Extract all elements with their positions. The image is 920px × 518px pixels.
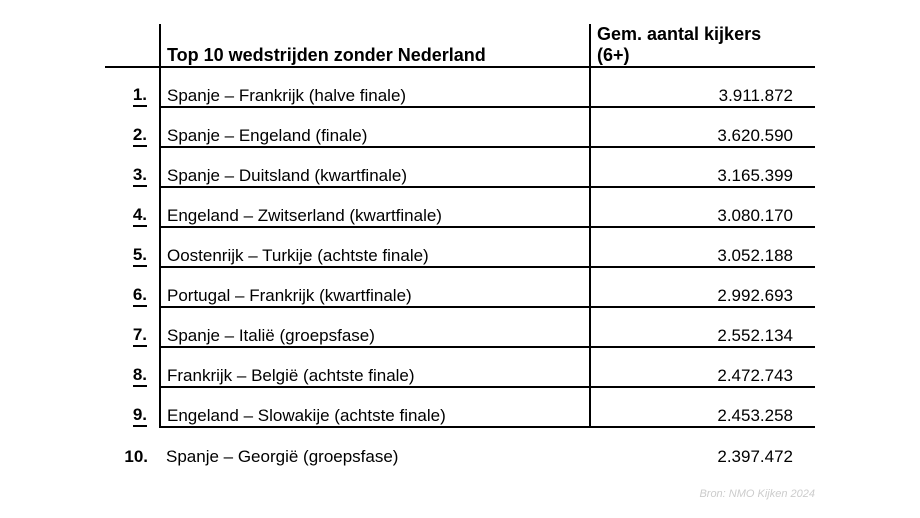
cell-match: Spanje – Georgië (groepsfase) (160, 427, 590, 467)
table-row: 4. Engeland – Zwitserland (kwartfinale) … (105, 187, 815, 227)
cell-viewers: 2.453.258 (590, 387, 815, 427)
cell-viewers: 2.397.472 (590, 427, 815, 467)
cell-match: Spanje – Duitsland (kwartfinale) (160, 147, 590, 187)
cell-viewers: 2.552.134 (590, 307, 815, 347)
cell-match: Spanje – Italië (groepsfase) (160, 307, 590, 347)
table-row: 10. Spanje – Georgië (groepsfase) 2.397.… (105, 427, 815, 467)
cell-rank: 9. (105, 387, 160, 427)
viewership-table-container: Top 10 wedstrijden zonder Nederland Gem.… (105, 24, 815, 467)
cell-rank: 10. (105, 427, 160, 467)
table-row: 3. Spanje – Duitsland (kwartfinale) 3.16… (105, 147, 815, 187)
cell-rank: 5. (105, 227, 160, 267)
source-attribution: Bron: NMO Kijken 2024 (699, 488, 815, 500)
cell-match: Engeland – Zwitserland (kwartfinale) (160, 187, 590, 227)
cell-viewers: 3.165.399 (590, 147, 815, 187)
table-row: 2. Spanje – Engeland (finale) 3.620.590 (105, 107, 815, 147)
table-row: 5. Oostenrijk – Turkije (achtste finale)… (105, 227, 815, 267)
table-row: 7. Spanje – Italië (groepsfase) 2.552.13… (105, 307, 815, 347)
table-row: 6. Portugal – Frankrijk (kwartfinale) 2.… (105, 267, 815, 307)
viewership-table: Top 10 wedstrijden zonder Nederland Gem.… (105, 24, 815, 467)
cell-viewers: 2.992.693 (590, 267, 815, 307)
cell-rank: 8. (105, 347, 160, 387)
cell-rank: 4. (105, 187, 160, 227)
cell-rank: 7. (105, 307, 160, 347)
cell-match: Frankrijk – België (achtste finale) (160, 347, 590, 387)
table-row: 1. Spanje – Frankrijk (halve finale) 3.9… (105, 67, 815, 107)
cell-viewers: 3.620.590 (590, 107, 815, 147)
table-body: 1. Spanje – Frankrijk (halve finale) 3.9… (105, 67, 815, 467)
cell-rank: 3. (105, 147, 160, 187)
header-rank (105, 24, 160, 67)
cell-rank: 1. (105, 67, 160, 107)
header-viewers: Gem. aantal kijkers (6+) (590, 24, 815, 67)
cell-viewers: 3.911.872 (590, 67, 815, 107)
table-header-row: Top 10 wedstrijden zonder Nederland Gem.… (105, 24, 815, 67)
table-row: 8. Frankrijk – België (achtste finale) 2… (105, 347, 815, 387)
cell-match: Portugal – Frankrijk (kwartfinale) (160, 267, 590, 307)
cell-rank: 6. (105, 267, 160, 307)
cell-match: Engeland – Slowakije (achtste finale) (160, 387, 590, 427)
cell-viewers: 3.080.170 (590, 187, 815, 227)
cell-match: Spanje – Frankrijk (halve finale) (160, 67, 590, 107)
header-match: Top 10 wedstrijden zonder Nederland (160, 24, 590, 67)
cell-match: Spanje – Engeland (finale) (160, 107, 590, 147)
cell-viewers: 3.052.188 (590, 227, 815, 267)
cell-match: Oostenrijk – Turkije (achtste finale) (160, 227, 590, 267)
cell-viewers: 2.472.743 (590, 347, 815, 387)
cell-rank: 2. (105, 107, 160, 147)
table-row: 9. Engeland – Slowakije (achtste finale)… (105, 387, 815, 427)
